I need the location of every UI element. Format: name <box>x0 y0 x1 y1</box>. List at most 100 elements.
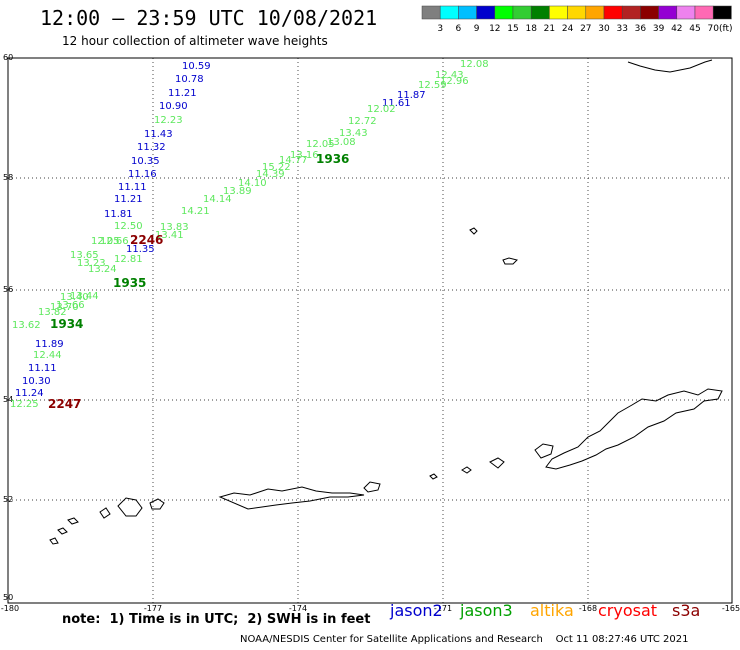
coastline-segment <box>99 507 111 519</box>
wave-height-label-jason2: 11.11 <box>28 363 57 374</box>
wave-height-label-jason3: 12.23 <box>154 115 183 126</box>
wave-height-label-jason3: 12.05 <box>91 236 120 247</box>
longitude-label: -171 <box>434 604 452 613</box>
wave-height-label-jason3: 12.44 <box>33 350 62 361</box>
colorbar-tick-label: 21 <box>544 24 555 34</box>
colorbar-tick-label: 45 <box>689 24 700 34</box>
pass-time-label-cryosat: 2247 <box>48 397 81 411</box>
coastline-segment <box>502 257 518 265</box>
coastline-segment <box>117 497 143 517</box>
wave-height-label-jason2: 10.35 <box>131 156 160 167</box>
wave-height-label-jason3: 12.05 <box>306 139 335 150</box>
wave-height-label-jason3: 12.02 <box>367 104 396 115</box>
wave-height-label-jason2: 11.43 <box>144 129 173 140</box>
colorbar-swatch <box>458 5 477 20</box>
map-title: 12:00 – 23:59 UTC 10/08/2021 <box>40 6 378 30</box>
map-subtitle: 12 hour collection of altimeter wave hei… <box>62 34 328 48</box>
latitude-label: 60 <box>3 53 13 62</box>
wave-height-label-jason3: 12.66 <box>100 236 129 247</box>
wave-height-label-jason2: 11.35 <box>126 244 155 255</box>
longitude-label: -177 <box>144 604 162 613</box>
legend-item-altika: altika <box>530 601 574 620</box>
coastline-segment <box>627 59 713 73</box>
wave-height-label-jason3: 12.96 <box>440 76 469 87</box>
wave-height-label-jason3: 12.72 <box>348 116 377 127</box>
wave-height-label-jason2: 11.16 <box>128 169 157 180</box>
wave-height-label-jason2: 10.30 <box>22 376 51 387</box>
wave-height-label-jason3: 12.50 <box>114 221 143 232</box>
wave-height-label-jason2: 11.61 <box>382 98 411 109</box>
pass-time-label-jason3: 1936 <box>316 152 349 166</box>
colorbar-tick-label: 42 <box>671 24 682 34</box>
colorbar-swatch <box>676 5 696 20</box>
colorbar-swatch <box>694 5 714 20</box>
wave-height-label-jason2: 11.89 <box>35 339 64 350</box>
legend-item-s3a: s3a <box>672 601 701 620</box>
colorbar-tick-label: 33 <box>616 24 627 34</box>
satellite-tracks: 10.59 10.78 11.21 10.90 11.43 11.32 10.35 11.16… <box>10 59 489 411</box>
colorbar-swatch <box>421 5 441 20</box>
colorbar-swatch <box>712 5 732 20</box>
colorbar-swatch <box>549 5 568 20</box>
coastline-segment <box>67 517 79 525</box>
wave-height-label-jason3: 13.44 <box>70 291 99 302</box>
colorbar-tick-label: 9 <box>474 24 480 34</box>
longitude-label: -168 <box>579 604 597 613</box>
coastline <box>49 59 723 545</box>
colorbar-swatch <box>494 5 514 20</box>
wave-height-label-jason3: 14.77 <box>279 155 308 166</box>
wave-height-label-jason2: 10.59 <box>182 61 211 72</box>
coastline-segment <box>149 498 165 510</box>
wave-height-label-jason3: 12.43 <box>435 70 464 81</box>
map-grid: 60 58 56 54 52 50 -180 -177 -174 -171 -168 -165 <box>1 53 740 613</box>
wave-height-label-jason3: 13.62 <box>12 320 41 331</box>
coastline-segment <box>57 527 68 535</box>
coastline-segment <box>534 443 554 459</box>
legend-item-jason3: jason3 <box>460 601 513 620</box>
colorbar-tick-label: 6 <box>456 24 462 34</box>
colorbar-swatch <box>567 5 587 20</box>
wave-height-label-jason3: 14.10 <box>238 178 267 189</box>
wave-height-label-jason3: 13.89 <box>223 186 252 197</box>
colorbar-tick-label: 27 <box>580 24 591 34</box>
coastline-segment <box>363 481 381 493</box>
colorbar-swatch <box>476 5 496 20</box>
wave-height-label-jason3: 13.66 <box>56 300 85 311</box>
colorbar-swatch <box>439 5 459 20</box>
coastline-segment <box>469 227 478 235</box>
colorbar-swatch <box>512 5 532 20</box>
wave-height-label-jason3: 13.23 <box>77 258 106 269</box>
longitude-label: -165 <box>722 604 740 613</box>
legend-item-jason2: jason2 <box>390 601 443 620</box>
colorbar-tick-label: 70 <box>707 24 719 34</box>
coastline-segment <box>545 388 723 470</box>
wave-height-label-jason2: 11.87 <box>397 90 426 101</box>
colorbar-tick-label: 36 <box>635 24 647 34</box>
pass-time-label-jason3: 1934 <box>50 317 83 331</box>
map-frame <box>7 57 733 604</box>
colorbar-swatch <box>530 5 550 20</box>
colorbar-swatch <box>621 5 641 20</box>
colorbar-swatch <box>640 5 659 20</box>
colorbar-unit: (ft) <box>719 24 733 34</box>
colorbar-swatch <box>658 5 678 20</box>
colorbar-tick-label: 24 <box>562 24 574 34</box>
wave-height-label-jason3: 13.16 <box>290 150 319 161</box>
latitude-label: 58 <box>3 173 13 182</box>
note-text: note: 1) Time is in UTC; 2) SWH is in fe… <box>62 612 371 627</box>
wave-height-label-jason3: 13.41 <box>155 230 184 241</box>
colorbar-tick-label: 15 <box>507 24 518 34</box>
colorbar: 3 6 9 12 15 18 21 24 27 30 33 36 39 42 45 70 (ft) <box>421 5 733 34</box>
wave-height-label-jason3: 14.39 <box>256 169 285 180</box>
wave-height-label-jason3: 12.81 <box>114 254 143 265</box>
wave-height-label-jason2: 11.11 <box>118 182 147 193</box>
colorbar-tick-label: 30 <box>598 24 610 34</box>
coastline-segment <box>218 486 365 510</box>
wave-height-label-jason2: 11.24 <box>15 388 44 399</box>
coastline-segment <box>49 537 59 545</box>
latitude-label: 56 <box>3 285 13 294</box>
colorbar-tick-label: 3 <box>437 24 443 34</box>
wave-height-label-jason3: 12.08 <box>460 59 489 70</box>
wave-height-label-jason2: 11.32 <box>137 142 166 153</box>
